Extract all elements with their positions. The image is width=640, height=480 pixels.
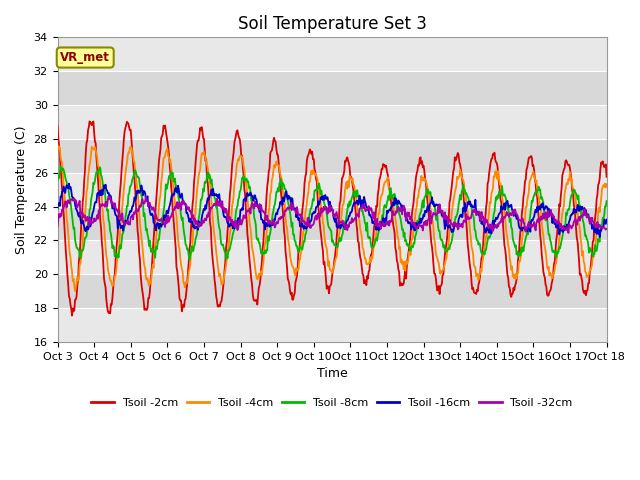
- Tsoil -4cm: [324, 263, 332, 269]
- Tsoil -2cm: [176, 296, 184, 301]
- Tsoil -32cm: [564, 230, 572, 236]
- Tsoil -32cm: [553, 221, 561, 227]
- Bar: [58, 37, 607, 71]
- Tsoil -4cm: [432, 250, 440, 255]
- Bar: [58, 71, 607, 105]
- Tsoil -4cm: [378, 192, 385, 198]
- Tsoil -32cm: [54, 224, 61, 229]
- Bar: [58, 105, 607, 139]
- Line: Tsoil -8cm: Tsoil -8cm: [58, 167, 607, 260]
- Tsoil -32cm: [378, 223, 385, 228]
- Tsoil -2cm: [433, 282, 440, 288]
- Title: Soil Temperature Set 3: Soil Temperature Set 3: [237, 15, 426, 33]
- Tsoil -2cm: [68, 313, 76, 319]
- Y-axis label: Soil Temperature (C): Soil Temperature (C): [15, 125, 28, 254]
- Tsoil -2cm: [554, 222, 561, 228]
- Text: VR_met: VR_met: [60, 51, 110, 64]
- Tsoil -4cm: [198, 150, 206, 156]
- Tsoil -16cm: [378, 220, 385, 226]
- Tsoil -4cm: [71, 288, 79, 294]
- Tsoil -16cm: [198, 212, 206, 217]
- Tsoil -2cm: [199, 135, 207, 141]
- Bar: [58, 308, 607, 342]
- Tsoil -32cm: [175, 201, 182, 207]
- Bar: [58, 206, 607, 240]
- Tsoil -16cm: [324, 199, 332, 204]
- Tsoil -8cm: [199, 186, 207, 192]
- Tsoil -4cm: [175, 243, 182, 249]
- Tsoil -8cm: [433, 217, 440, 223]
- Tsoil -8cm: [554, 251, 561, 256]
- Line: Tsoil -16cm: Tsoil -16cm: [58, 184, 607, 237]
- Tsoil -16cm: [54, 205, 61, 211]
- Tsoil -8cm: [175, 196, 182, 202]
- Bar: [58, 173, 607, 206]
- Tsoil -16cm: [432, 202, 440, 207]
- Line: Tsoil -4cm: Tsoil -4cm: [58, 145, 607, 291]
- Tsoil -32cm: [603, 226, 611, 232]
- Tsoil -2cm: [325, 290, 333, 296]
- Tsoil -32cm: [324, 208, 332, 214]
- Tsoil -16cm: [596, 234, 604, 240]
- Bar: [58, 139, 607, 173]
- Tsoil -2cm: [86, 119, 93, 124]
- Tsoil -8cm: [186, 257, 193, 263]
- Tsoil -16cm: [175, 186, 182, 192]
- Tsoil -16cm: [65, 181, 73, 187]
- Tsoil -2cm: [603, 174, 611, 180]
- Line: Tsoil -32cm: Tsoil -32cm: [58, 196, 607, 233]
- Tsoil -16cm: [553, 223, 561, 228]
- X-axis label: Time: Time: [317, 367, 348, 380]
- Tsoil -2cm: [54, 123, 61, 129]
- Tsoil -8cm: [54, 178, 61, 183]
- Tsoil -4cm: [54, 143, 61, 148]
- Tsoil -4cm: [603, 181, 611, 187]
- Bar: [58, 274, 607, 308]
- Tsoil -32cm: [432, 213, 440, 218]
- Tsoil -32cm: [105, 193, 113, 199]
- Tsoil -8cm: [57, 164, 65, 169]
- Tsoil -8cm: [603, 198, 611, 204]
- Tsoil -4cm: [553, 253, 561, 259]
- Tsoil -8cm: [378, 212, 386, 218]
- Bar: [58, 240, 607, 274]
- Tsoil -2cm: [378, 167, 386, 172]
- Legend: Tsoil -2cm, Tsoil -4cm, Tsoil -8cm, Tsoil -16cm, Tsoil -32cm: Tsoil -2cm, Tsoil -4cm, Tsoil -8cm, Tsoi…: [87, 393, 577, 412]
- Line: Tsoil -2cm: Tsoil -2cm: [58, 121, 607, 316]
- Tsoil -16cm: [603, 217, 611, 223]
- Tsoil -32cm: [198, 218, 206, 224]
- Tsoil -8cm: [325, 225, 333, 230]
